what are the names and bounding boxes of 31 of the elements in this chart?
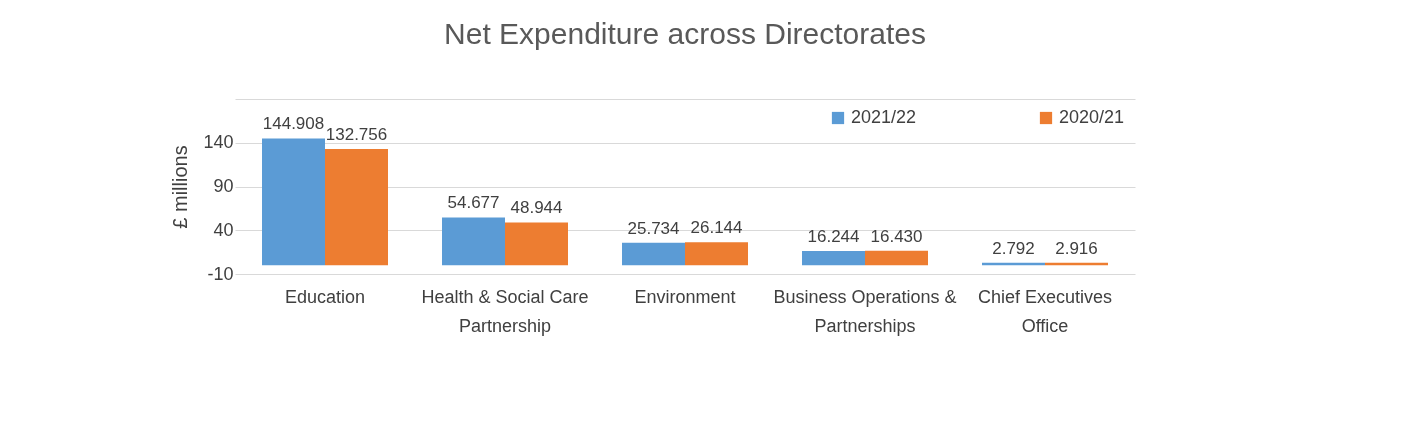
data-label: 144.908 (262, 114, 325, 134)
data-label: 54.677 (447, 193, 500, 213)
data-label: 26.144 (690, 218, 743, 238)
data-label: 16.244 (807, 227, 860, 247)
legend-label: 2020/21 (1059, 107, 1125, 127)
x-tick-label: Business Operations & Partnerships (773, 286, 957, 336)
bar (262, 138, 325, 266)
data-label: 25.734 (627, 218, 680, 238)
x-tick-label: Environment (634, 286, 736, 307)
bar (685, 242, 748, 266)
y-tick-label: -10 (207, 263, 234, 284)
legend-label: 2021/22 (851, 107, 917, 127)
data-label: 16.430 (870, 226, 923, 246)
bar (325, 149, 388, 266)
y-axis-title: £ millions (169, 145, 192, 229)
y-tick-label: 90 (213, 176, 234, 196)
data-label: 132.756 (325, 125, 388, 145)
y-tick-label: 140 (203, 132, 234, 153)
bar (622, 242, 685, 266)
bar (442, 217, 505, 266)
bar (865, 250, 928, 266)
bar (505, 222, 568, 266)
y-tick-label: 40 (213, 219, 234, 240)
data-label: 2.792 (992, 238, 1035, 258)
x-tick-label: Education (284, 286, 366, 307)
data-label: 48.944 (510, 198, 563, 218)
x-tick-label: Health & Social Care Partnership (421, 286, 589, 336)
data-label: 2.916 (1055, 238, 1098, 258)
chart-title: Net Expenditure across Directorates (444, 17, 926, 50)
bar (802, 251, 865, 266)
x-tick-label: Chief Executives Office (977, 286, 1113, 336)
